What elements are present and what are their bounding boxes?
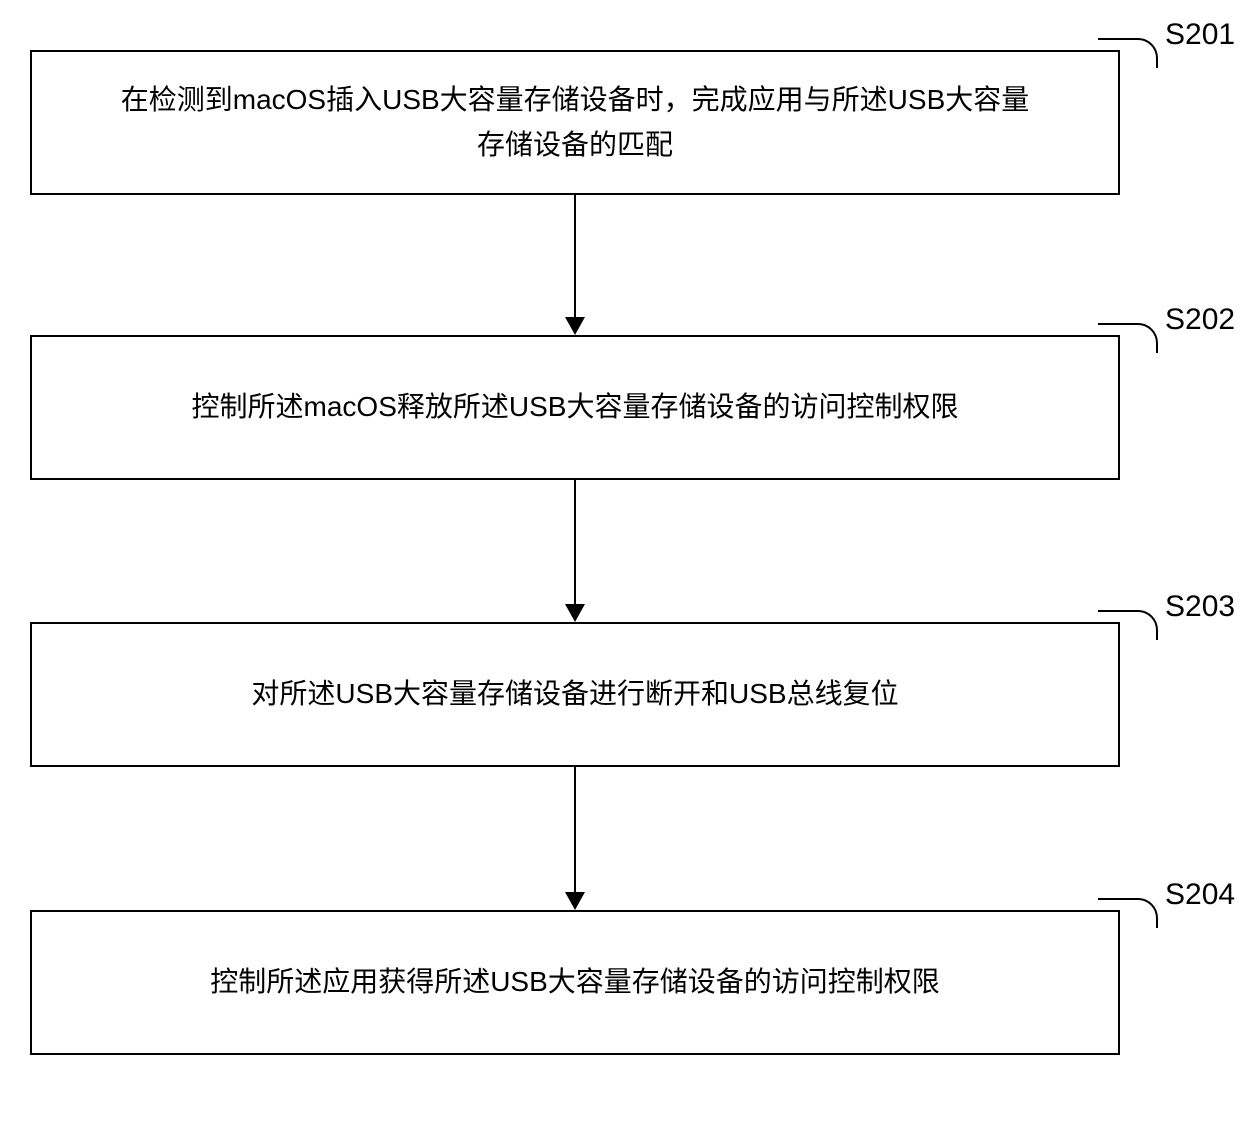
step-label-s202: S202: [1165, 303, 1235, 337]
bracket-s202: [1098, 323, 1158, 353]
bracket-s204: [1098, 898, 1158, 928]
step-label-s203: S203: [1165, 590, 1235, 624]
step-text-s202: 控制所述macOS释放所述USB大容量存储设备的访问控制权限: [192, 385, 959, 430]
step-box-s201: 在检测到macOS插入USB大容量存储设备时，完成应用与所述USB大容量存储设备…: [30, 50, 1120, 195]
step-text-s201: 在检测到macOS插入USB大容量存储设备时，完成应用与所述USB大容量存储设备…: [121, 78, 1030, 168]
arrow-head-3: [565, 892, 585, 910]
flowchart-container: 在检测到macOS插入USB大容量存储设备时，完成应用与所述USB大容量存储设备…: [0, 0, 1240, 1134]
step-box-s202: 控制所述macOS释放所述USB大容量存储设备的访问控制权限: [30, 335, 1120, 480]
arrow-head-2: [565, 604, 585, 622]
step-box-s204: 控制所述应用获得所述USB大容量存储设备的访问控制权限: [30, 910, 1120, 1055]
arrow-head-1: [565, 317, 585, 335]
step-label-s204: S204: [1165, 878, 1235, 912]
arrow-line-3: [574, 767, 576, 892]
arrow-line-2: [574, 480, 576, 604]
bracket-s201: [1098, 38, 1158, 68]
step-text-s204: 控制所述应用获得所述USB大容量存储设备的访问控制权限: [210, 960, 940, 1005]
arrow-line-1: [574, 195, 576, 317]
step-box-s203: 对所述USB大容量存储设备进行断开和USB总线复位: [30, 622, 1120, 767]
bracket-s203: [1098, 610, 1158, 640]
step-text-s203: 对所述USB大容量存储设备进行断开和USB总线复位: [251, 672, 898, 717]
step-label-s201: S201: [1165, 18, 1235, 52]
